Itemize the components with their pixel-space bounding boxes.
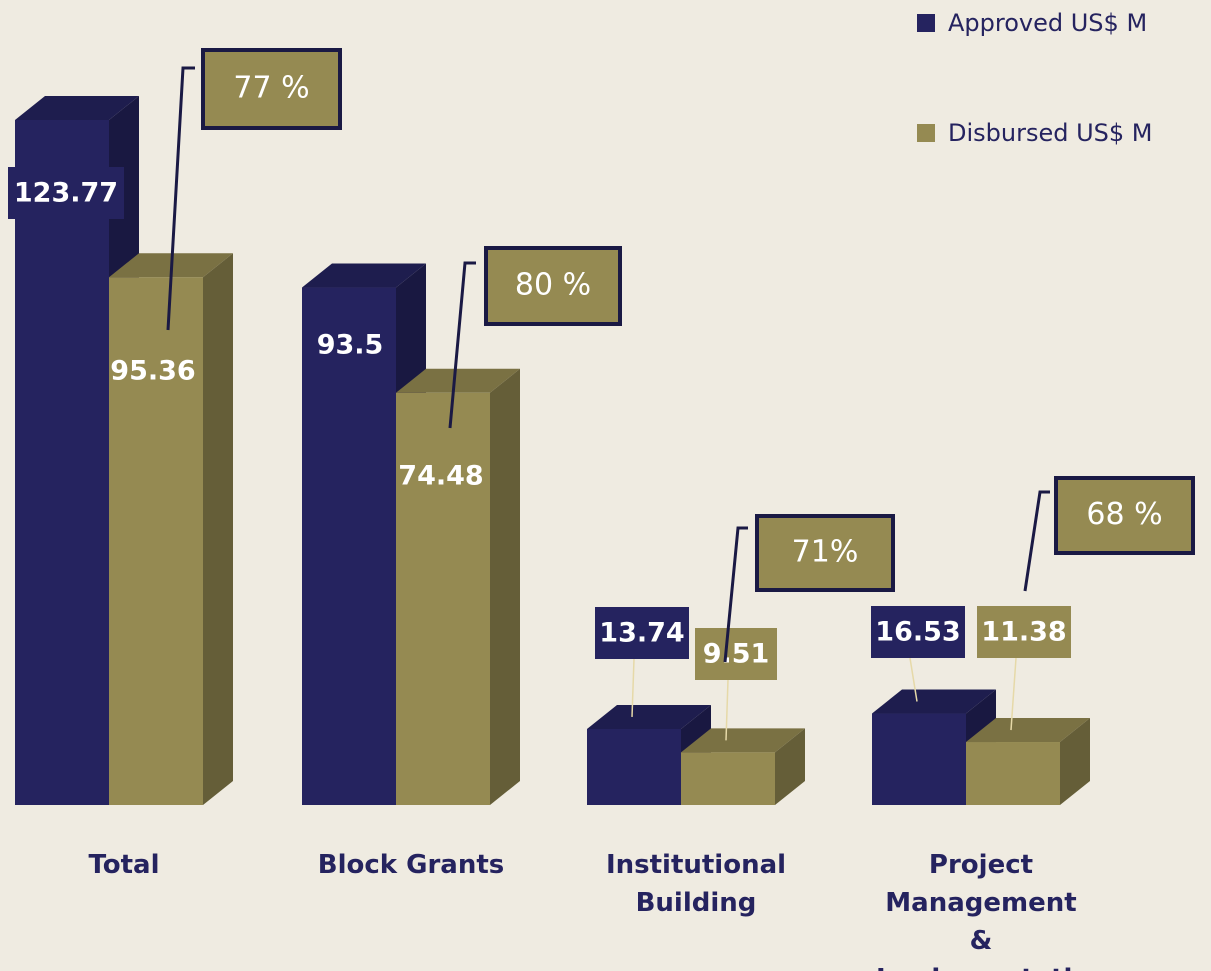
value-label: 13.74	[599, 618, 684, 649]
value-label-box	[595, 607, 689, 659]
bar-side	[1060, 718, 1090, 805]
callout-line	[448, 261, 476, 429]
value-label: 9.51	[703, 639, 770, 670]
value-label: 123.77	[14, 178, 118, 209]
callout-box	[484, 246, 622, 326]
bar-top	[681, 728, 805, 753]
bar-side	[775, 728, 805, 805]
legend-swatch	[917, 14, 935, 32]
legend-label: Approved US$ M	[948, 9, 1147, 37]
callout-label: 68 %	[1086, 497, 1162, 532]
value-label: 11.38	[981, 617, 1066, 648]
leader-line	[631, 658, 635, 717]
bar-top	[396, 368, 520, 393]
legend-label: Disbursed US$ M	[948, 119, 1153, 147]
bar-top	[872, 689, 996, 714]
callout-line	[1023, 490, 1050, 592]
bar-top	[302, 263, 426, 288]
callout-box	[755, 514, 895, 592]
callout-box	[201, 48, 342, 130]
leader-line	[725, 679, 729, 741]
bar	[872, 713, 966, 805]
x-tick-label: Institutional Building	[605, 850, 787, 918]
x-tick-label: Total	[88, 850, 160, 880]
value-label: 93.5	[317, 330, 384, 361]
value-label: 16.53	[875, 617, 960, 648]
callout-label: 71%	[792, 535, 859, 570]
bar-top	[587, 704, 711, 729]
x-tick-label: Block Grants	[317, 850, 505, 880]
legend-swatch	[917, 124, 935, 142]
bar	[587, 728, 681, 805]
bar	[302, 287, 396, 805]
value-label-box	[695, 628, 777, 680]
bar	[681, 752, 775, 805]
bar	[396, 392, 490, 805]
x-tick-label: Project Management & Implementation	[876, 850, 1109, 971]
bar-top	[966, 718, 1090, 743]
value-label: 74.48	[398, 461, 483, 492]
value-label-box	[871, 606, 965, 658]
bar-side	[490, 368, 520, 805]
bar-top	[15, 96, 139, 120]
value-label: 95.36	[110, 356, 195, 387]
bar-side	[203, 253, 233, 805]
value-label-box	[977, 606, 1071, 658]
callout-label: 77 %	[233, 71, 309, 106]
value-label-box	[8, 167, 124, 219]
leader-line	[1010, 657, 1017, 731]
bar	[109, 277, 203, 805]
callout-line	[723, 526, 748, 663]
bar	[15, 120, 109, 805]
callout-box	[1054, 476, 1195, 555]
callout-line	[166, 66, 195, 331]
bar	[966, 742, 1060, 805]
callout-label: 80 %	[515, 268, 591, 303]
leader-line	[909, 657, 918, 702]
